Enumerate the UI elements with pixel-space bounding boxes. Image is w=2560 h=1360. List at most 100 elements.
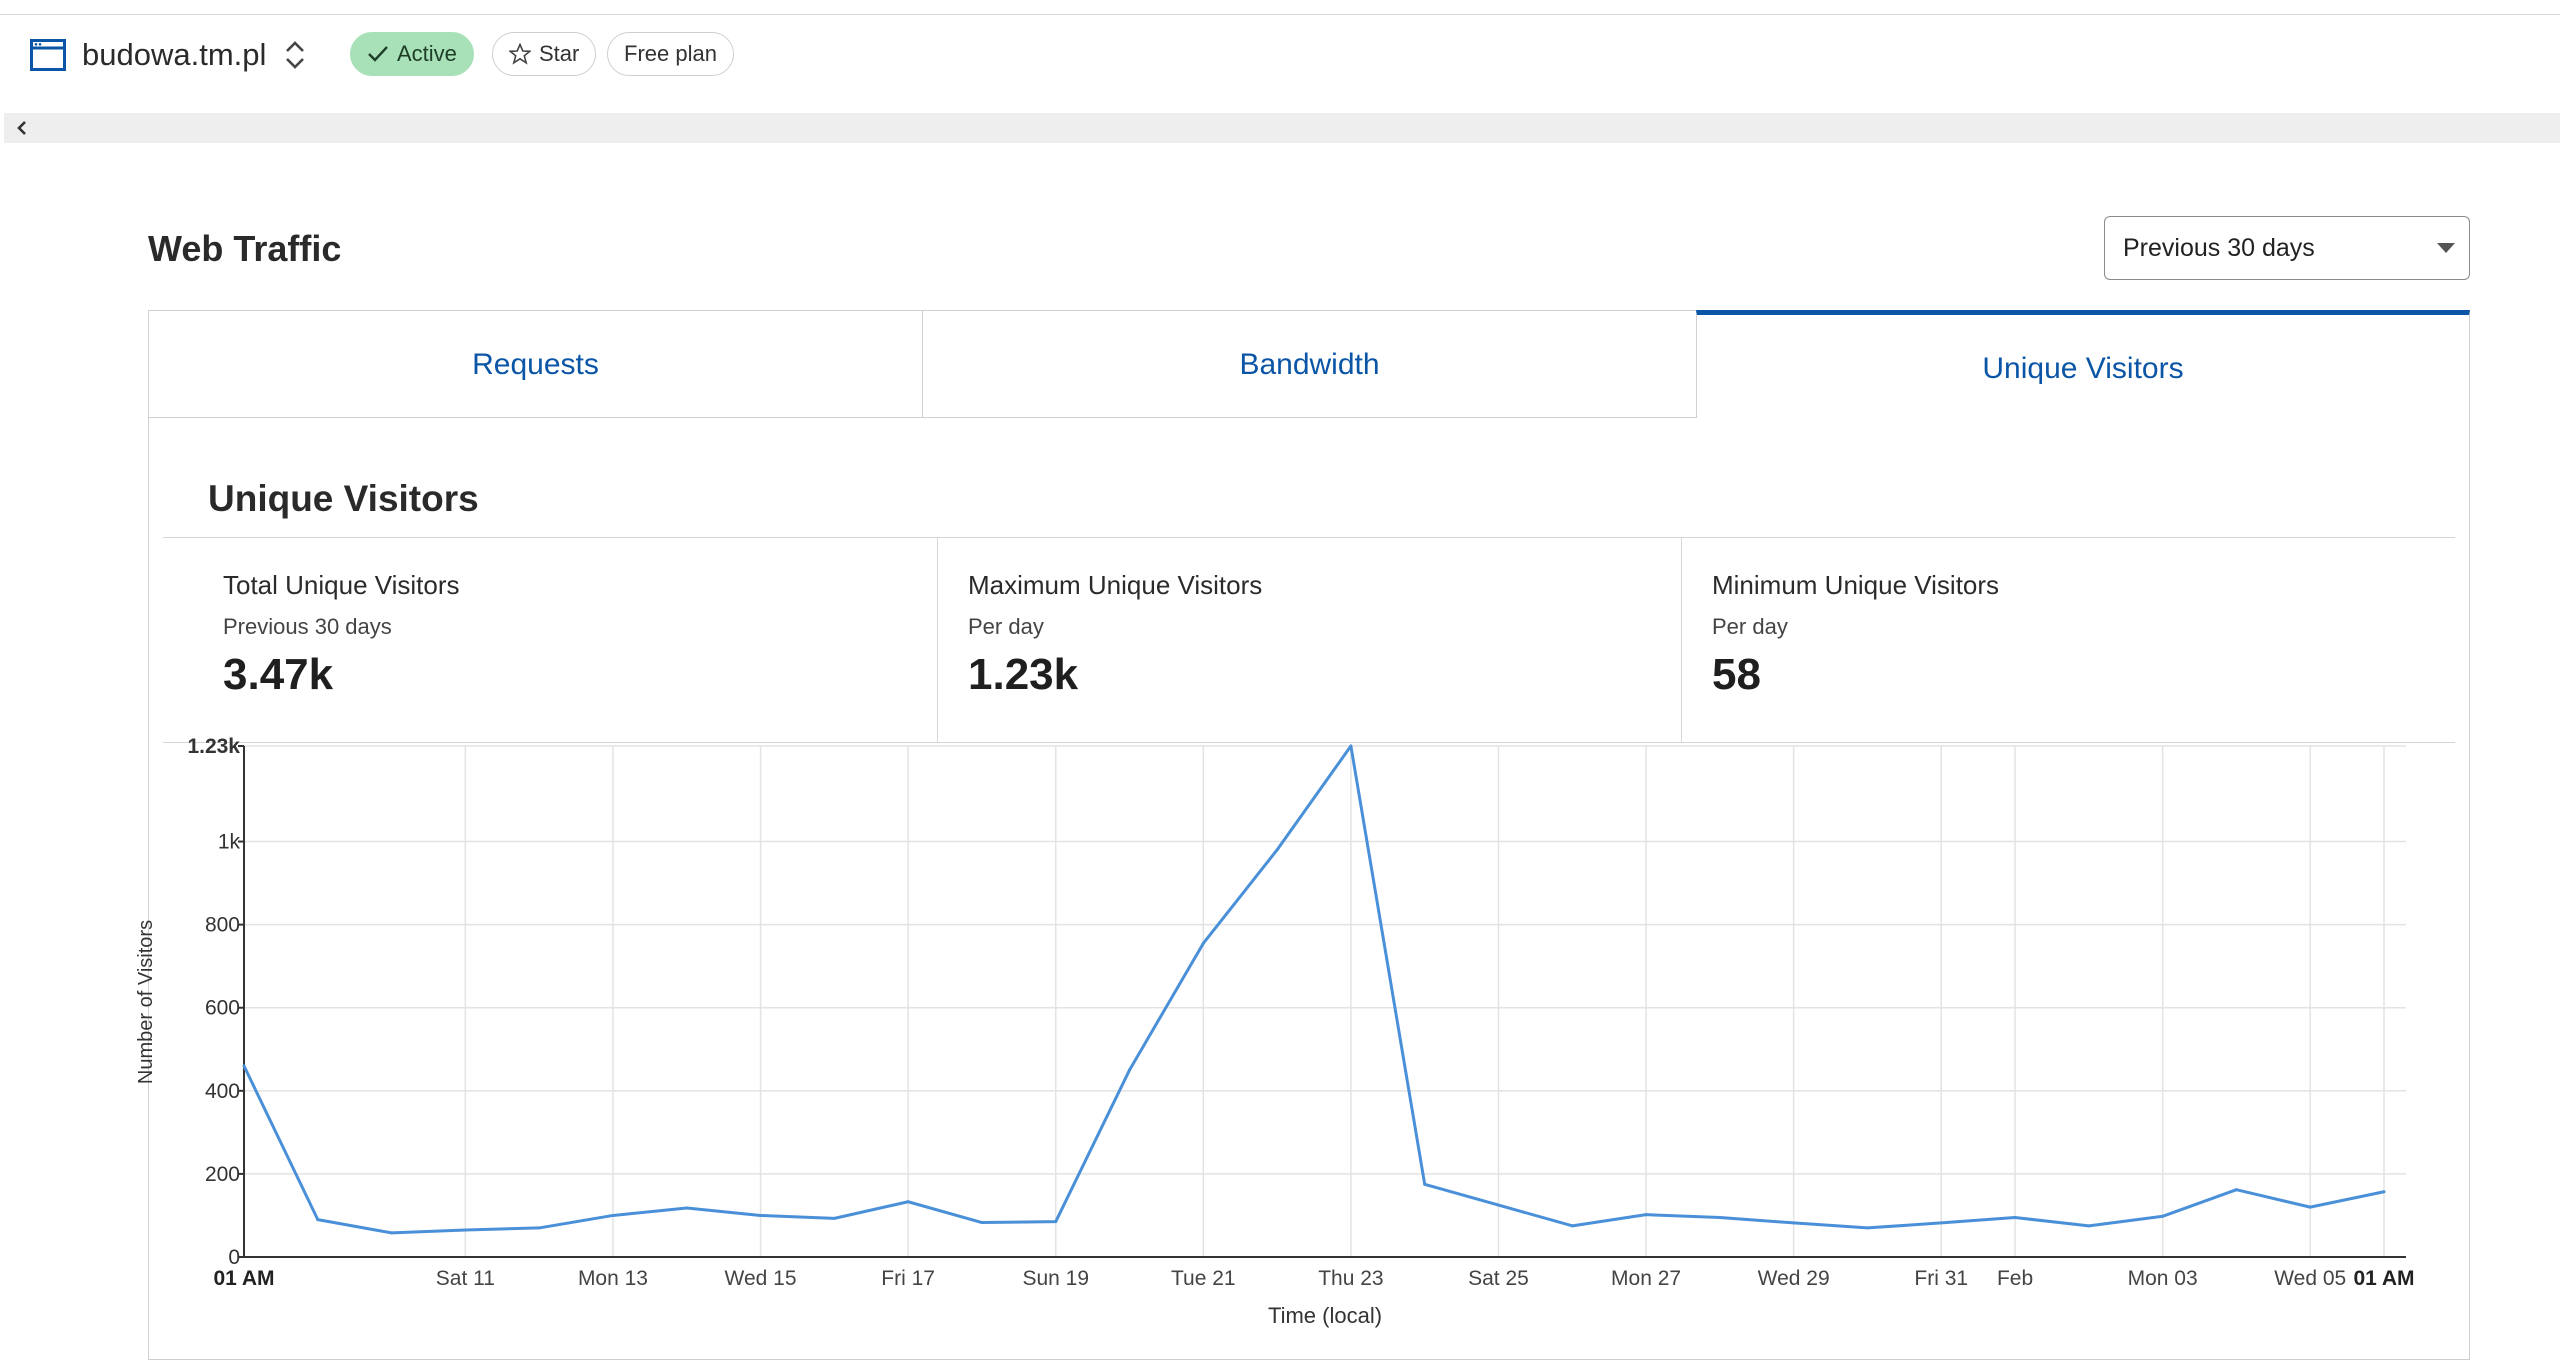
x-tick-label: Fri 31 bbox=[1914, 1267, 1968, 1290]
y-tick-label: 400 bbox=[205, 1080, 240, 1103]
stat-label: Maximum Unique Visitors bbox=[968, 570, 1263, 600]
data-point bbox=[2087, 1224, 2091, 1228]
x-tick-label: Sat 11 bbox=[436, 1267, 495, 1290]
data-point bbox=[463, 1228, 467, 1232]
data-point bbox=[611, 1213, 615, 1217]
stat-label: Total Unique Visitors bbox=[223, 570, 460, 600]
x-axis-label: Time (local) bbox=[1268, 1303, 1382, 1328]
data-point bbox=[1275, 848, 1279, 852]
x-tick-label: 01 AM bbox=[213, 1267, 274, 1290]
x-tick-label: Sun 19 bbox=[1022, 1267, 1089, 1290]
top-divider bbox=[0, 14, 2560, 15]
stat-sublabel: Per day bbox=[968, 614, 1044, 639]
series-line bbox=[242, 744, 2385, 1235]
data-point bbox=[1423, 1182, 1427, 1186]
tab-bandwidth-label: Bandwidth bbox=[1239, 348, 1380, 381]
star-button[interactable]: Star bbox=[492, 32, 597, 76]
page-title: Web Traffic bbox=[148, 228, 342, 269]
data-point bbox=[832, 1216, 836, 1220]
data-point bbox=[759, 1213, 763, 1217]
stat-minimum-unique-visitors: Minimum Unique Visitors Per day 58 bbox=[1681, 538, 2455, 743]
data-point bbox=[1865, 1226, 1869, 1230]
data-point bbox=[1349, 744, 1353, 748]
stat-label: Minimum Unique Visitors bbox=[1712, 570, 2000, 600]
site-header: budowa.tm.pl Active Star Free plan bbox=[0, 15, 2560, 95]
data-point bbox=[1128, 1068, 1132, 1072]
data-point bbox=[2308, 1205, 2312, 1209]
data-point bbox=[1570, 1224, 1574, 1228]
x-tick-label: 01 AM bbox=[2353, 1267, 2414, 1290]
x-tick-label: Wed 05 bbox=[2274, 1267, 2346, 1290]
stat-total-unique-visitors: Total Unique Visitors Previous 30 days 3… bbox=[163, 538, 937, 743]
chart-grid bbox=[238, 745, 2406, 1258]
data-point bbox=[1792, 1221, 1796, 1225]
section-title: Unique Visitors bbox=[208, 478, 479, 519]
y-tick-label: 200 bbox=[205, 1163, 240, 1186]
x-tick-label: Sat 25 bbox=[1468, 1267, 1529, 1290]
x-tick-label: Tue 21 bbox=[1171, 1267, 1236, 1290]
data-point bbox=[685, 1206, 689, 1210]
stats-divider bbox=[163, 742, 2455, 743]
data-point bbox=[1496, 1203, 1500, 1207]
y-axis-label: Number of Visitors bbox=[135, 920, 157, 1084]
unique-visitors-chart: 0 200 400 600 800 1k 1.23k 01 AM Sat 11 Mon 13 We… bbox=[135, 735, 2415, 1328]
data-point bbox=[1939, 1221, 1943, 1225]
x-tick-label: Mon 27 bbox=[1611, 1267, 1681, 1290]
x-tick-label: Feb bbox=[1997, 1267, 2033, 1290]
time-range-value: Previous 30 days bbox=[2123, 234, 2315, 262]
chevron-up-down-icon[interactable] bbox=[282, 37, 308, 73]
stat-maximum-unique-visitors: Maximum Unique Visitors Per day 1.23k bbox=[937, 538, 1681, 743]
data-point bbox=[1644, 1213, 1648, 1217]
tab-unique-visitors-label: Unique Visitors bbox=[1982, 352, 2184, 385]
plan-label: Free plan bbox=[624, 41, 717, 66]
data-point bbox=[906, 1200, 910, 1204]
stat-sublabel: Per day bbox=[1712, 614, 1788, 639]
data-point bbox=[1201, 941, 1205, 945]
x-tick-label: Wed 15 bbox=[725, 1267, 797, 1290]
data-point bbox=[242, 1064, 246, 1068]
star-label: Star bbox=[539, 41, 580, 66]
collapse-bar bbox=[4, 113, 2560, 143]
site-name: budowa.tm.pl bbox=[82, 37, 267, 72]
data-point bbox=[2382, 1190, 2386, 1194]
data-point bbox=[2013, 1216, 2017, 1220]
caret-down-icon bbox=[2437, 243, 2455, 253]
stat-sublabel: Previous 30 days bbox=[223, 614, 392, 639]
x-tick-labels: 01 AM Sat 11 Mon 13 Wed 15 Fri 17 Sun 19 Tue 2… bbox=[213, 1267, 2414, 1290]
status-label: Active bbox=[397, 41, 457, 66]
tab-bandwidth[interactable]: Bandwidth bbox=[922, 310, 1697, 418]
stat-value: 58 bbox=[1712, 650, 1761, 699]
x-tick-label: Mon 03 bbox=[2128, 1267, 2198, 1290]
status-badge: Active bbox=[350, 32, 474, 76]
tab-unique-visitors[interactable]: Unique Visitors bbox=[1696, 310, 2470, 418]
data-point bbox=[1718, 1216, 1722, 1220]
data-point bbox=[1054, 1220, 1058, 1224]
data-point bbox=[390, 1231, 394, 1235]
y-tick-label: 600 bbox=[205, 997, 240, 1020]
star-icon bbox=[509, 43, 531, 65]
data-point bbox=[2234, 1188, 2238, 1192]
data-point bbox=[980, 1221, 984, 1225]
plan-badge[interactable]: Free plan bbox=[607, 32, 734, 76]
checkmark-icon bbox=[368, 46, 388, 62]
time-range-select[interactable]: Previous 30 days bbox=[2104, 216, 2470, 280]
browser-window-icon bbox=[30, 39, 66, 71]
chart-series bbox=[242, 744, 2386, 1235]
stat-value: 1.23k bbox=[968, 650, 1079, 699]
data-point bbox=[2161, 1214, 2165, 1218]
tab-requests[interactable]: Requests bbox=[148, 310, 923, 418]
x-tick-label: Mon 13 bbox=[578, 1267, 648, 1290]
chevron-left-icon[interactable] bbox=[12, 118, 32, 138]
data-point bbox=[316, 1218, 320, 1222]
y-tick-label: 800 bbox=[205, 914, 240, 937]
x-tick-label: Fri 17 bbox=[881, 1267, 935, 1290]
tab-requests-label: Requests bbox=[472, 348, 599, 381]
y-tick-label: 0 bbox=[228, 1246, 240, 1269]
y-tick-label: 1k bbox=[218, 831, 241, 854]
section-divider bbox=[163, 537, 2455, 538]
stat-value: 3.47k bbox=[223, 650, 334, 699]
x-tick-label: Thu 23 bbox=[1318, 1267, 1383, 1290]
y-tick-labels: 0 200 400 600 800 1k 1.23k bbox=[187, 735, 240, 1269]
data-point bbox=[537, 1226, 541, 1230]
chart-axes bbox=[243, 746, 2406, 1258]
